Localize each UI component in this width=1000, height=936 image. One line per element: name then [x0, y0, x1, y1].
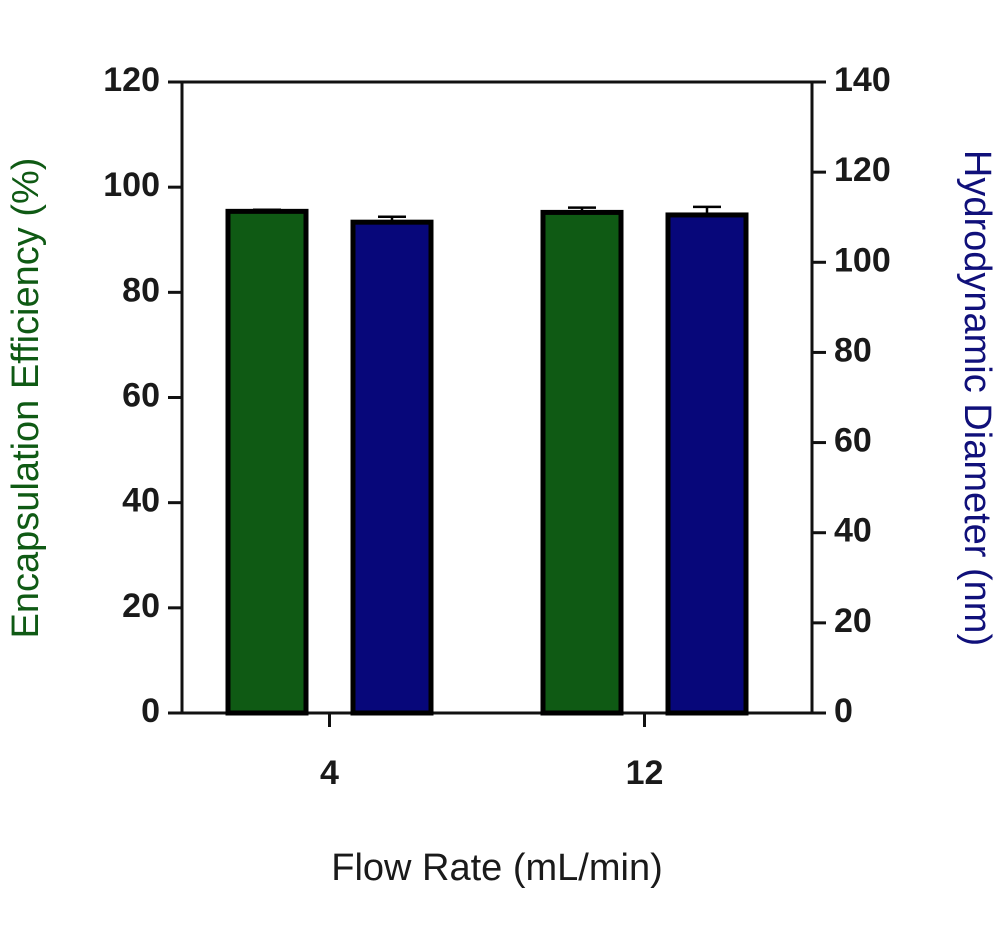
error-bar	[253, 208, 281, 212]
error-bar	[378, 215, 406, 223]
y2-tick-label: 20	[834, 602, 872, 640]
x-tick-label: 4	[320, 754, 339, 792]
y2-tick-label: 0	[834, 692, 853, 730]
bar	[540, 209, 624, 716]
bar	[225, 208, 309, 716]
y2-tick-label: 100	[834, 241, 891, 279]
y2-tick-label: 140	[834, 61, 891, 99]
y2-tick-label: 40	[834, 512, 872, 550]
x-tick-label: 12	[626, 754, 664, 792]
y2-tick-label: 120	[834, 151, 891, 189]
y-axis-label: Encapsulation Efficiency (%)	[5, 158, 47, 639]
error-bar	[693, 205, 721, 215]
y2-axis-label: Hydrodynamic Diameter (nm)	[956, 150, 998, 646]
y-tick-label: 100	[103, 166, 160, 204]
y2-tick-label: 80	[834, 331, 872, 369]
x-axis-label: Flow Rate (mL/min)	[331, 847, 663, 889]
y-tick-label: 120	[103, 61, 160, 99]
y-tick-label: 60	[122, 376, 160, 414]
bar	[665, 212, 749, 716]
y-tick-label: 20	[122, 587, 160, 625]
y-tick-label: 40	[122, 482, 160, 520]
bar	[350, 219, 434, 716]
error-bar	[568, 206, 596, 213]
y-tick-label: 0	[141, 692, 160, 730]
y2-tick-label: 60	[834, 422, 872, 460]
y-tick-label: 80	[122, 271, 160, 309]
